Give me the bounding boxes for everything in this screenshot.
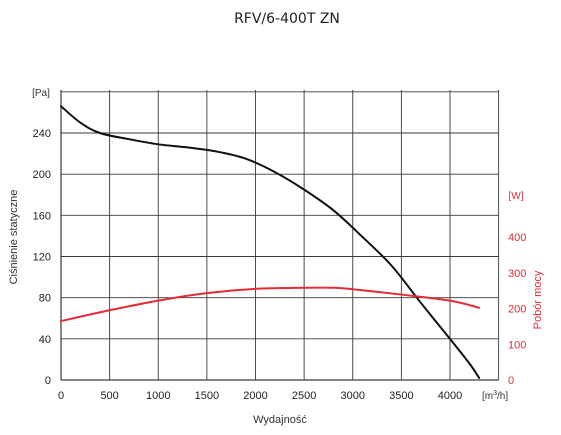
y-left-tick-labels: 0 40 80 120 160 200 240 bbox=[33, 128, 51, 387]
chart-title: RFV/6-400T ZN bbox=[234, 11, 340, 27]
x-tick-label: 1500 bbox=[195, 390, 219, 402]
y-left-tick-label: 240 bbox=[33, 128, 51, 140]
x-tick-label: 4000 bbox=[438, 390, 462, 402]
y-right-tick-label: 400 bbox=[508, 232, 526, 244]
x-tick-label: 3500 bbox=[389, 390, 413, 402]
x-tick-labels: 0 500 1000 1500 2000 2500 3000 3500 4000 bbox=[58, 390, 462, 402]
y-left-tick-label: 160 bbox=[33, 210, 51, 222]
y-right-axis-label: Pobór mocy bbox=[532, 270, 544, 329]
y-left-tick-label: 80 bbox=[39, 293, 51, 305]
y-left-unit: [Pa] bbox=[32, 88, 50, 99]
x-tick-label: 1000 bbox=[146, 390, 170, 402]
x-unit-sup: 3 bbox=[493, 390, 497, 397]
grid bbox=[60, 90, 500, 381]
y-right-tick-label: 0 bbox=[508, 375, 514, 387]
y-left-tick-label: 200 bbox=[33, 169, 51, 181]
y-left-tick-label: 40 bbox=[39, 334, 51, 346]
x-unit-prefix: [m bbox=[482, 391, 493, 402]
y-right-tick-label: 300 bbox=[508, 268, 526, 280]
x-axis-label: Wydajność bbox=[253, 414, 307, 426]
x-tick-label: 2500 bbox=[292, 390, 316, 402]
x-tick-label: 500 bbox=[100, 390, 118, 402]
series-layer bbox=[60, 105, 481, 379]
x-tick-label: 3000 bbox=[341, 390, 365, 402]
x-axis-unit: [m3/h] bbox=[482, 390, 508, 402]
pressure-curve-line bbox=[60, 105, 481, 379]
y-right-tick-labels: 0 100 200 300 400 bbox=[508, 232, 526, 387]
power-curve-line bbox=[60, 286, 481, 323]
x-tick-label: 2000 bbox=[243, 390, 267, 402]
y-right-unit: [W] bbox=[509, 191, 524, 202]
x-unit-suffix: /h] bbox=[497, 391, 508, 402]
y-left-axis-label: Ciśnienie statyczne bbox=[8, 190, 20, 285]
y-right-tick-label: 100 bbox=[508, 339, 526, 351]
y-left-tick-label: 120 bbox=[33, 252, 51, 264]
y-right-tick-label: 200 bbox=[508, 304, 526, 316]
y-left-tick-label: 0 bbox=[45, 375, 51, 387]
x-tick-label: 0 bbox=[58, 390, 64, 402]
